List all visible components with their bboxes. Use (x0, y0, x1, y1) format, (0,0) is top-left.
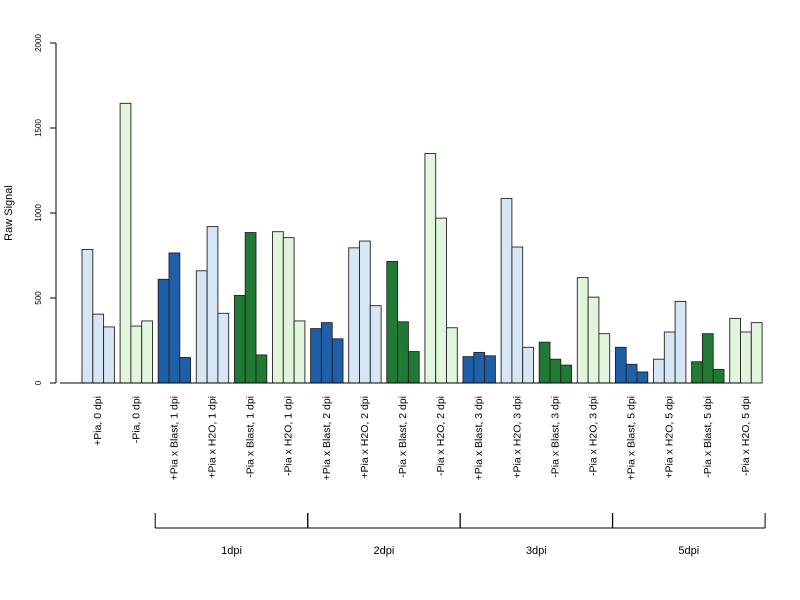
bar (320, 322, 333, 384)
bar (636, 371, 649, 384)
bar (511, 246, 524, 384)
category-labels: +Pia, 0 dpi -Pia, 0 dpi +Pia x Blast, 1 dp… (92, 396, 752, 480)
category-label: -Pia x H2O, 1 dpi (283, 396, 295, 476)
bar (293, 320, 306, 384)
category-label: -Pia x H2O, 2 dpi (435, 396, 447, 476)
bar (522, 346, 534, 384)
bar (168, 252, 181, 384)
bar (407, 351, 420, 384)
y-axis-title: Raw Signal (3, 185, 15, 241)
bar (750, 322, 763, 384)
category-label: +Pia x H2O, 5 dpi (664, 396, 676, 479)
bar (740, 331, 752, 384)
bar (712, 368, 725, 384)
bar (157, 278, 170, 384)
bar (691, 361, 703, 384)
bar (701, 333, 714, 384)
bar (538, 341, 551, 384)
bar (119, 102, 132, 384)
category-label: +Pia, 0 dpi (92, 396, 104, 446)
bar (217, 312, 230, 384)
bar (598, 333, 611, 384)
group-label: 5dpi (678, 545, 699, 557)
group-brackets: 1dpi 2dpi 3dpi 5dpi (154, 513, 766, 557)
bar (386, 261, 399, 384)
bar (625, 363, 638, 384)
bars (81, 102, 763, 384)
category-label: -Pia x H2O, 3 dpi (588, 396, 600, 476)
bar (473, 351, 486, 384)
bar (233, 295, 246, 384)
bar (729, 317, 741, 384)
bar (674, 300, 687, 384)
bar (195, 270, 208, 384)
category-label: -Pia x Blast, 1 dpi (245, 396, 257, 478)
category-label: +Pia x Blast, 1 dpi (168, 396, 180, 480)
bar (103, 326, 115, 384)
category-label: +Pia x H2O, 1 dpi (207, 396, 219, 479)
bar (206, 226, 219, 384)
category-label: +Pia x Blast, 5 dpi (626, 396, 638, 480)
bar (179, 357, 192, 384)
bar (663, 331, 676, 384)
bar (462, 356, 475, 384)
bar (141, 320, 153, 384)
bar (92, 313, 105, 384)
category-label: +Pia x H2O, 3 dpi (511, 396, 523, 479)
bar (435, 217, 447, 384)
bar (331, 338, 344, 384)
y-axis: 0 500 1000 1500 2000 (34, 34, 57, 385)
category-label: +Pia x Blast, 3 dpi (473, 396, 485, 480)
bar (244, 232, 257, 384)
category-label: -Pia, 0 dpi (130, 396, 142, 443)
category-label: +Pia x Blast, 2 dpi (321, 396, 333, 480)
bar (446, 327, 458, 384)
y-tick-label: 1000 (34, 204, 43, 222)
y-tick-label: 500 (34, 291, 43, 305)
bar (614, 346, 627, 384)
group-label: 3dpi (526, 545, 547, 557)
y-tick-label: 1500 (34, 119, 43, 137)
bar (560, 364, 573, 384)
category-label: +Pia x H2O, 2 dpi (359, 396, 371, 479)
bar (348, 247, 360, 384)
bar (282, 237, 295, 384)
bar (549, 358, 562, 384)
bar (576, 277, 589, 384)
y-tick-label: 0 (34, 380, 43, 385)
bar (484, 355, 496, 384)
bar (424, 153, 437, 384)
bar (359, 240, 371, 384)
bar (653, 358, 665, 384)
bar (587, 296, 600, 384)
group-label: 2dpi (374, 545, 395, 557)
bar (369, 305, 382, 384)
y-tick-label: 2000 (34, 34, 43, 52)
bar (310, 328, 322, 384)
category-label: -Pia x H2O, 5 dpi (740, 396, 752, 476)
category-label: -Pia x Blast, 3 dpi (549, 396, 561, 478)
category-label: -Pia x Blast, 5 dpi (702, 396, 714, 478)
bar (500, 198, 513, 384)
bar (130, 325, 143, 384)
category-label: -Pia x Blast, 2 dpi (397, 396, 409, 478)
bar (255, 354, 268, 384)
bar (272, 231, 284, 384)
bar (81, 249, 94, 384)
bar (397, 321, 409, 384)
group-label: 1dpi (221, 545, 242, 557)
